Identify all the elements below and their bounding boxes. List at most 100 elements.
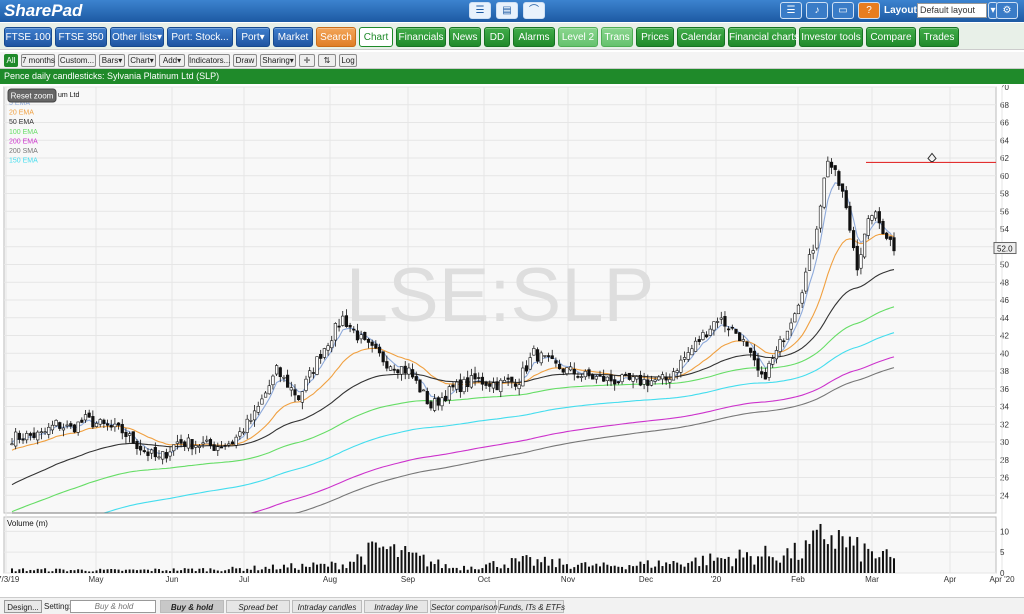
nav-level-2[interactable]: Level 2 xyxy=(558,27,598,47)
nav-trades[interactable]: Trades xyxy=(919,27,959,47)
chart-view-icon[interactable]: ⌒ xyxy=(523,2,545,19)
candle-body xyxy=(568,366,573,371)
candle-body xyxy=(815,228,819,249)
message-icon[interactable]: ▭ xyxy=(832,2,854,19)
list-view-icon[interactable]: ☰ xyxy=(469,2,491,19)
volume-bar xyxy=(231,566,234,573)
y-tick-label: 54 xyxy=(1000,225,1009,234)
volume-bar xyxy=(834,548,837,573)
nav-dd[interactable]: DD xyxy=(484,27,510,47)
candle-body xyxy=(892,237,896,252)
toolbar-draw[interactable]: Draw xyxy=(233,54,257,67)
nav-financial-charts[interactable]: Financial charts xyxy=(728,27,799,47)
candle-body xyxy=(870,215,874,221)
reset-zoom-label[interactable]: Reset zoom xyxy=(11,92,54,101)
toolbar-custom[interactable]: Custom... xyxy=(58,54,96,67)
nav-alarms[interactable]: Alarms xyxy=(513,27,555,47)
volume-bar xyxy=(33,570,36,573)
candle-body xyxy=(414,376,418,381)
x-tick-label: Jul xyxy=(239,575,249,584)
chart-area[interactable]: 2426283032343638404244464850525456586062… xyxy=(0,83,1024,597)
volume-bar xyxy=(209,568,212,573)
x-tick-label: Dec xyxy=(639,575,653,584)
list-icon[interactable]: ☰ xyxy=(780,2,802,19)
setting-label: Setting: xyxy=(44,602,72,611)
volume-bar xyxy=(525,555,528,573)
nav-ftse-100[interactable]: FTSE 100 xyxy=(4,27,52,47)
volume-bar xyxy=(768,556,771,573)
tab-sector-comparison[interactable]: Sector comparison xyxy=(430,600,498,613)
candle-body xyxy=(32,432,36,438)
volume-label: Volume (m) xyxy=(7,519,48,528)
nav-prices[interactable]: Prices xyxy=(636,27,674,47)
toolbar-bars[interactable]: Bars▾ xyxy=(99,54,125,67)
candle-body xyxy=(822,177,826,208)
nav-market[interactable]: Market xyxy=(273,27,313,47)
candle-body xyxy=(124,431,128,437)
volume-bar xyxy=(676,562,679,573)
candle-body xyxy=(197,445,202,448)
nav-ftse-350[interactable]: FTSE 350 xyxy=(55,27,107,47)
nav-investor-tools[interactable]: Investor tools xyxy=(799,27,863,47)
candle-body xyxy=(657,376,661,381)
candle-body xyxy=(311,372,315,374)
candle-body xyxy=(274,365,279,375)
nav-news[interactable]: News xyxy=(449,27,481,47)
volume-bar xyxy=(205,571,208,573)
tab-intraday-candles[interactable]: Intraday candles xyxy=(292,600,362,613)
toolbar-all[interactable]: All xyxy=(4,54,18,67)
nav-trans[interactable]: Trans xyxy=(601,27,633,47)
toolbar-chart[interactable]: Chart▾ xyxy=(128,54,156,67)
nav-chart[interactable]: Chart xyxy=(359,27,393,47)
y-tick-label: 60 xyxy=(1000,172,1009,181)
volume-bar xyxy=(327,566,330,573)
tab-buy-hold[interactable]: Buy & hold xyxy=(160,600,224,613)
candle-body xyxy=(39,431,43,434)
candle-body xyxy=(510,376,514,382)
tab-intraday-line[interactable]: Intraday line xyxy=(364,600,428,613)
design-button[interactable]: Design... xyxy=(4,600,42,613)
candle-body xyxy=(730,326,734,329)
candle-body xyxy=(359,334,363,340)
candle-body xyxy=(194,445,198,448)
candle-body xyxy=(679,359,683,373)
layout-select[interactable]: Default layout xyxy=(917,3,987,18)
candle-body xyxy=(440,397,444,407)
volume-bar xyxy=(587,566,590,573)
legend-item: 200 SMA xyxy=(9,148,38,155)
nav-port[interactable]: Port▾ xyxy=(236,27,270,47)
toolbar-add[interactable]: Add▾ xyxy=(159,54,185,67)
table-view-icon[interactable]: ▤ xyxy=(496,2,518,19)
gear-icon[interactable]: ⚙ xyxy=(996,2,1018,19)
nav-other-lists[interactable]: Other lists▾ xyxy=(110,27,164,47)
nav-search[interactable]: Search xyxy=(316,27,356,47)
toolbar-log[interactable]: Log xyxy=(339,54,357,67)
setting-input[interactable] xyxy=(70,600,156,613)
bell-icon[interactable]: ♪ xyxy=(806,2,828,19)
legend-item: 5 EMA xyxy=(9,100,30,107)
crosshair-icon[interactable]: ✛ xyxy=(299,54,315,67)
candle-body xyxy=(355,330,360,341)
toolbar-indicators[interactable]: Indicators... xyxy=(188,54,231,67)
volume-bar xyxy=(371,541,374,573)
sort-arrows-icon[interactable]: ⇅ xyxy=(318,54,336,67)
volume-bar xyxy=(139,569,142,573)
question-icon[interactable]: ? xyxy=(858,2,880,19)
toolbar-sharing[interactable]: Sharing▾ xyxy=(260,54,296,67)
tab-funds-its-etfs[interactable]: Funds, ITs & ETFs xyxy=(498,600,565,613)
y-tick-label: 70 xyxy=(1000,85,1009,92)
nav-compare[interactable]: Compare xyxy=(866,27,916,47)
nav-calendar[interactable]: Calendar xyxy=(677,27,725,47)
candle-body xyxy=(168,451,172,457)
reset-zoom-button[interactable] xyxy=(7,88,57,103)
tab-spread-bet[interactable]: Spread bet xyxy=(226,600,290,613)
toolbar-7-months[interactable]: 7 months xyxy=(21,54,55,67)
volume-bar xyxy=(746,552,748,573)
nav-financials[interactable]: Financials xyxy=(396,27,446,47)
nav-port-stock[interactable]: Port: Stock... xyxy=(167,27,233,47)
y-tick-label: 64 xyxy=(1000,136,1009,145)
candle-body xyxy=(421,389,426,392)
candle-body xyxy=(517,384,521,389)
price-chart[interactable]: 2426283032343638404244464850525456586062… xyxy=(0,83,1024,597)
y-tick-label: 68 xyxy=(1000,101,1009,110)
